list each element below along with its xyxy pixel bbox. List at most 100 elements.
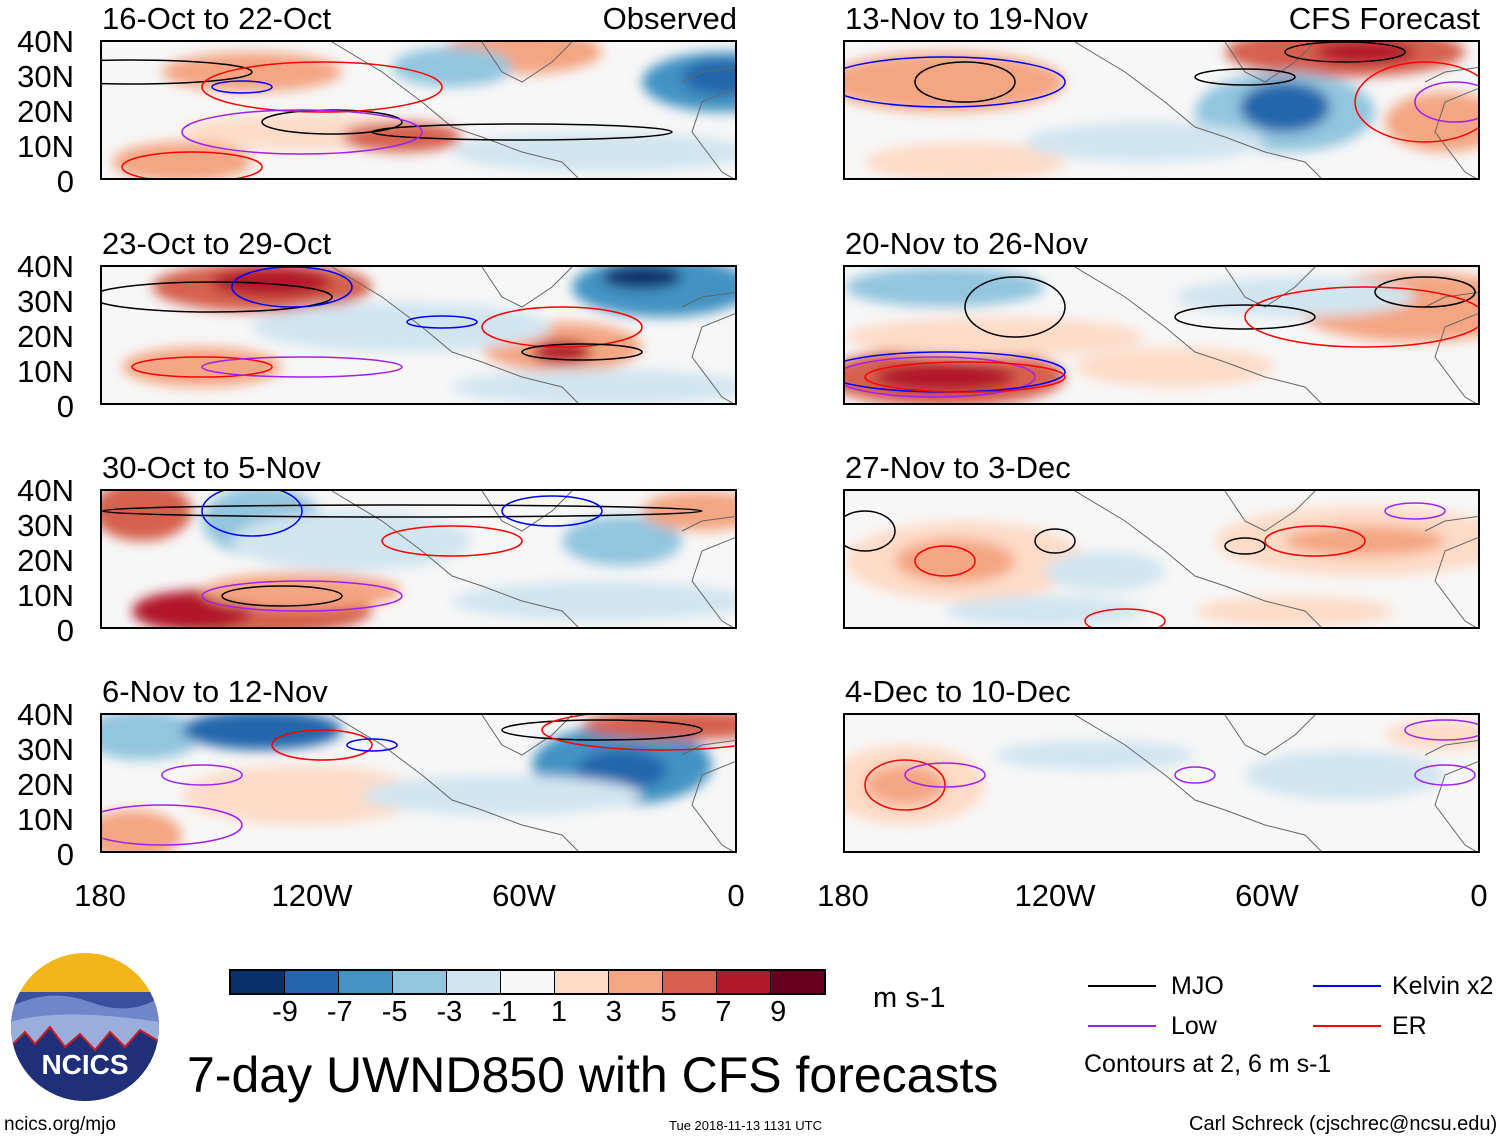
contour-line xyxy=(102,281,333,313)
contour-line xyxy=(381,525,523,557)
colorbar-label: -5 xyxy=(381,996,408,1028)
lon-label: 60W xyxy=(1235,878,1299,913)
footer-url[interactable]: ncics.org/mjo xyxy=(4,1114,116,1135)
contour-line xyxy=(211,80,273,94)
wind-anomaly-area xyxy=(577,750,667,790)
contour-line xyxy=(845,356,1036,398)
lat-label: 10N xyxy=(17,354,74,389)
colorbar-label: -7 xyxy=(326,996,353,1028)
lon-label: 120W xyxy=(1014,878,1096,913)
contour-line xyxy=(221,585,343,607)
colorbar-swatch xyxy=(339,971,393,993)
wind-anomaly-area xyxy=(995,740,1195,770)
lon-label: 60W xyxy=(492,878,556,913)
panel-title: 27-Nov to 3-Dec xyxy=(845,450,1071,485)
contour-line xyxy=(201,580,403,612)
coastline xyxy=(331,267,735,403)
wind-anomaly-area xyxy=(602,267,682,289)
colorbar-swatch xyxy=(501,971,555,993)
contour-line xyxy=(864,759,946,811)
contour-line xyxy=(845,510,896,552)
wind-anomaly-area xyxy=(1240,82,1330,132)
wind-anomaly-area xyxy=(202,573,402,609)
lat-label: 20N xyxy=(17,767,74,802)
lat-label: 40N xyxy=(17,24,74,59)
wind-anomaly-area xyxy=(102,715,202,760)
svg-text:NCICS: NCICS xyxy=(41,1049,128,1080)
panel-title: 30-Oct to 5-Nov xyxy=(102,450,321,485)
contour-line xyxy=(1174,766,1216,784)
lon-label: 180 xyxy=(74,878,126,913)
contour-line xyxy=(1414,81,1478,123)
legend-mjo-line xyxy=(1088,985,1156,987)
contour-line xyxy=(501,719,703,741)
contour-line xyxy=(102,804,243,846)
wind-anomaly-area xyxy=(452,132,735,172)
wind-anomaly-area xyxy=(102,810,182,851)
colorbar-label: 5 xyxy=(660,996,677,1028)
footer-timestamp: Tue 2018-11-13 1131 UTC xyxy=(669,1118,822,1133)
panel-title: 23-Oct to 29-Oct xyxy=(102,226,332,261)
contour-line xyxy=(1264,525,1366,557)
lat-label: 30N xyxy=(17,508,74,543)
contour-line xyxy=(102,504,703,518)
contour-line xyxy=(501,495,603,527)
contour-line xyxy=(181,109,423,155)
contour-line xyxy=(1414,764,1476,786)
wind-anomaly-area xyxy=(895,539,1015,583)
contour-line xyxy=(904,762,986,788)
legend-er: ER xyxy=(1392,1012,1427,1040)
wind-anomaly-area xyxy=(452,581,735,621)
coastline xyxy=(1074,715,1478,851)
lat-label: 40N xyxy=(17,249,74,284)
contour-line xyxy=(864,361,1066,393)
map-panel xyxy=(843,713,1480,853)
wind-anomaly-area xyxy=(642,491,735,531)
contour-note: Contours at 2, 6 m s-1 xyxy=(1084,1050,1332,1078)
lat-label: 20N xyxy=(17,319,74,354)
map-panel xyxy=(100,713,737,853)
contour-line xyxy=(1194,68,1296,86)
coastline xyxy=(331,42,735,178)
wind-anomaly-area xyxy=(845,267,1045,307)
contour-line xyxy=(102,59,253,85)
wind-anomaly-area xyxy=(212,267,332,297)
wind-anomaly-area xyxy=(1245,750,1445,800)
wind-anomaly-area xyxy=(1385,720,1478,750)
contour-line xyxy=(1174,304,1316,330)
contour-line xyxy=(541,715,735,751)
coastline xyxy=(1074,491,1478,627)
coastline xyxy=(1074,42,1478,178)
wind-anomaly-area xyxy=(875,362,1015,392)
wind-anomaly-area xyxy=(182,765,422,825)
coastline xyxy=(331,491,735,627)
contour-line xyxy=(1034,528,1076,554)
colorbar-swatch xyxy=(285,971,339,993)
colorbar-swatch xyxy=(771,971,824,993)
legend-low-line xyxy=(1088,1025,1156,1027)
contour-line xyxy=(1354,61,1478,143)
lat-label: 10N xyxy=(17,802,74,837)
panel-title: 13-Nov to 19-Nov xyxy=(845,1,1088,36)
contour-line xyxy=(1284,42,1406,63)
wind-anomaly-area xyxy=(1045,551,1165,591)
contour-line xyxy=(231,267,353,308)
contour-line xyxy=(914,545,976,577)
contour-line xyxy=(964,276,1066,338)
wind-anomaly-area xyxy=(845,52,1065,112)
wind-anomaly-area xyxy=(182,715,342,750)
contour-line xyxy=(131,356,273,378)
lat-label: 0 xyxy=(56,613,74,648)
panel-tag: CFS Forecast xyxy=(1288,1,1480,36)
wind-anomaly-area xyxy=(102,491,192,541)
contour-line xyxy=(346,738,398,752)
lat-label: 30N xyxy=(17,284,74,319)
contour-line xyxy=(1084,608,1166,627)
contour-line xyxy=(1374,276,1476,308)
contour-line xyxy=(1224,537,1266,555)
contour-line xyxy=(521,343,643,361)
colorbar-swatch xyxy=(393,971,447,993)
colorbar xyxy=(229,969,826,995)
contour-line xyxy=(201,61,443,113)
lat-label: 10N xyxy=(17,129,74,164)
